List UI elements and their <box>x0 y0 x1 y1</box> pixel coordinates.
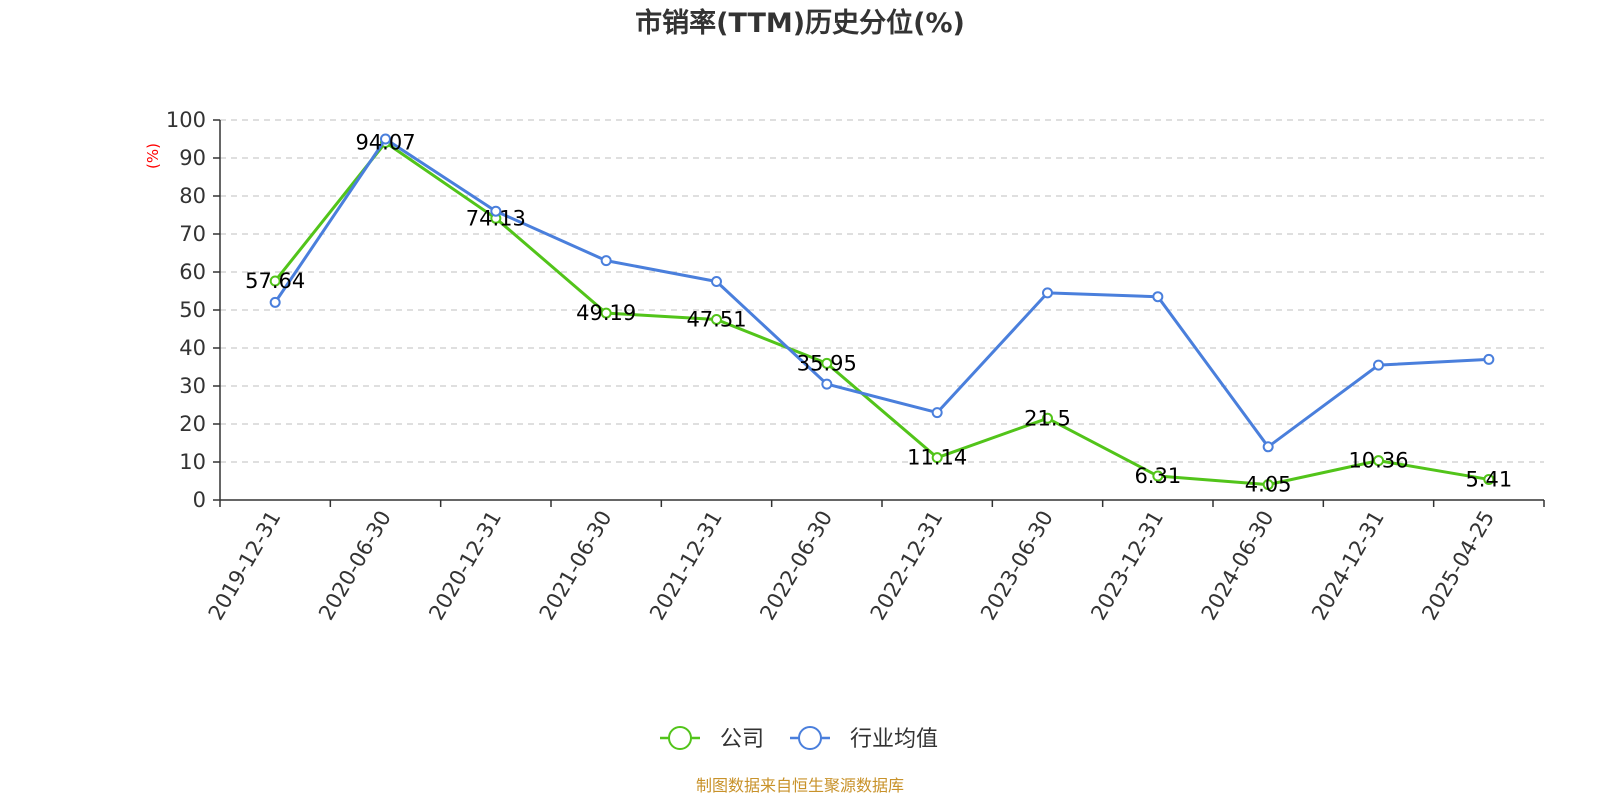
data-label: 5.41 <box>1465 467 1512 491</box>
y-tick-label: 40 <box>179 336 206 360</box>
grid-lines <box>220 119 1544 463</box>
data-point-1[interactable] <box>1152 291 1164 303</box>
x-tick-label: 2022-06-30 <box>755 507 837 625</box>
legend: 公司 行业均值 <box>660 726 938 752</box>
data-point-1[interactable] <box>380 133 391 145</box>
data-point-0[interactable] <box>1042 412 1053 424</box>
data-point-1[interactable] <box>600 255 612 267</box>
data-label: 47.51 <box>686 307 746 331</box>
legend-marker-industry-average <box>798 726 822 750</box>
data-point-1[interactable] <box>269 296 281 308</box>
y-tick-label: 100 <box>166 108 206 132</box>
data-label: 57.64 <box>245 269 305 293</box>
x-tick-label: 2019-12-31 <box>204 507 286 625</box>
y-tick-label: 0 <box>193 488 206 512</box>
x-tick-label: 2025-04-25 <box>1417 507 1499 625</box>
data-label: 94.07 <box>355 131 415 155</box>
y-tick-label: 60 <box>179 260 206 284</box>
data-point-1[interactable] <box>711 276 722 287</box>
y-tick-label: 10 <box>179 450 206 474</box>
data-label: 74.13 <box>466 206 526 230</box>
legend-marker-company <box>668 726 692 750</box>
y-axis-label: (%) <box>144 143 162 169</box>
data-label: 4.05 <box>1245 473 1292 497</box>
data-point-0[interactable] <box>821 357 833 369</box>
y-tick-label: 70 <box>179 222 206 246</box>
legend-item-company[interactable]: 公司 <box>660 726 764 752</box>
data-point-0[interactable] <box>1373 455 1384 467</box>
series-line-0 <box>273 141 1490 487</box>
data-point-1[interactable] <box>1262 441 1274 453</box>
x-tick-label: 2021-06-30 <box>535 507 617 625</box>
legend-label-company: 公司 <box>720 727 764 752</box>
data-point-0[interactable] <box>1152 470 1164 482</box>
data-label: 49.19 <box>576 301 636 325</box>
x-tick-label: 2020-06-30 <box>314 507 396 625</box>
data-point-1[interactable] <box>931 407 943 419</box>
x-tick-label: 2021-12-31 <box>645 507 727 625</box>
data-label: 35.95 <box>797 351 857 375</box>
data-point-0[interactable] <box>1483 473 1495 485</box>
chart-title: 市销率(TTM)历史分位(%) <box>635 7 965 39</box>
source-note: 制图数据来自恒生聚源数据库 <box>696 776 904 795</box>
x-tick-label: 2023-12-31 <box>1086 507 1168 625</box>
legend-label-industry-average: 行业均值 <box>850 727 938 752</box>
series-line-1 <box>273 137 1489 449</box>
data-point-1[interactable] <box>821 378 833 390</box>
x-tick-label: 2023-06-30 <box>976 507 1058 625</box>
x-tick-label: 2022-12-31 <box>866 507 948 625</box>
y-tick-label: 50 <box>179 298 206 322</box>
data-label: 21.5 <box>1024 406 1071 430</box>
x-tick-label: 2024-06-30 <box>1197 507 1279 625</box>
data-point-0[interactable] <box>931 452 943 464</box>
x-tick-label: 2024-12-31 <box>1307 507 1389 625</box>
data-point-1[interactable] <box>1373 359 1384 371</box>
y-tick-label: 30 <box>179 374 206 398</box>
data-point-1[interactable] <box>490 205 502 217</box>
data-point-1[interactable] <box>1483 353 1495 365</box>
y-tick-label: 20 <box>179 412 206 436</box>
y-tick-label: 90 <box>179 146 206 170</box>
data-point-0[interactable] <box>1262 479 1274 491</box>
y-tick-label: 80 <box>179 184 206 208</box>
data-point-1[interactable] <box>1042 287 1053 299</box>
data-point-0[interactable] <box>600 307 612 319</box>
series-lines <box>269 133 1495 491</box>
data-labels: 57.64 94.07 74.13 49.19 47.51 35.95 11.14 21.5 6… <box>245 131 1512 497</box>
legend-item-industry-average[interactable]: 行业均值 <box>790 726 938 752</box>
x-tick-label: 2020-12-31 <box>424 507 506 625</box>
data-label: 10.36 <box>1348 449 1408 473</box>
data-label: 6.31 <box>1134 464 1181 488</box>
data-point-0[interactable] <box>269 275 281 287</box>
data-label: 11.14 <box>907 446 967 470</box>
data-point-0[interactable] <box>711 313 722 325</box>
